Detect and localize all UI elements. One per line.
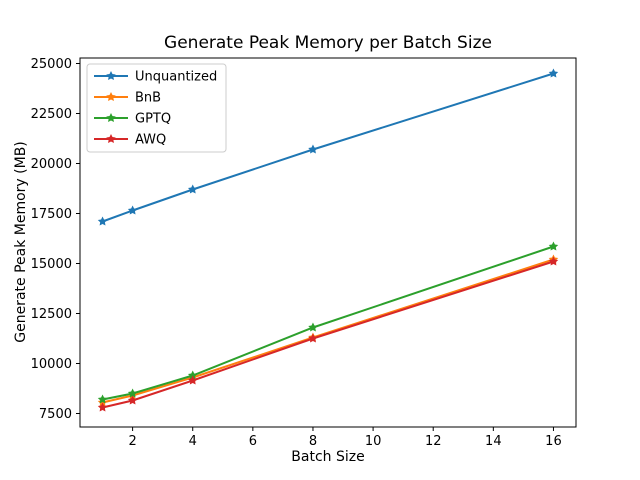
y-axis: 7500 10000 12500 15000 17500 20000 22500 25000 [31, 57, 80, 422]
data-point-marker [308, 322, 318, 332]
data-point-marker [97, 394, 108, 404]
data-point-marker [187, 375, 198, 385]
data-point-marker [97, 397, 108, 407]
legend-label: GPTQ [135, 112, 171, 127]
data-point-marker [127, 395, 138, 405]
data-point-marker [97, 402, 108, 412]
legend-box [86, 63, 227, 153]
legend-label: AWQ [135, 133, 166, 148]
data-point-marker [127, 388, 138, 398]
legend: Unquantized BnB GPTQ AWQ [86, 63, 227, 153]
y-tick-label: 7500 [39, 407, 72, 422]
x-tick-label: 16 [545, 434, 562, 449]
series-awq [97, 256, 559, 412]
y-tick-label: 20000 [31, 157, 72, 172]
x-tick-label: 14 [485, 434, 502, 449]
x-tick-label: 12 [425, 434, 442, 449]
data-point-marker [127, 205, 138, 215]
y-tick-label: 17500 [31, 207, 72, 222]
y-tick-label: 12500 [31, 307, 72, 322]
x-axis: 2 4 6 8 10 12 14 16 [128, 427, 562, 449]
series-unquantized [97, 68, 559, 226]
data-point-marker [308, 333, 318, 343]
legend-marker [106, 92, 116, 102]
x-tick-label: 2 [128, 434, 136, 449]
x-axis-label: Batch Size [291, 449, 365, 465]
data-point-marker [548, 241, 559, 251]
y-tick-label: 25000 [31, 57, 72, 72]
x-tick-label: 6 [249, 434, 257, 449]
data-point-marker [187, 184, 198, 194]
legend-marker [106, 113, 116, 123]
data-point-marker [97, 216, 108, 226]
y-tick-label: 22500 [31, 107, 72, 122]
chart-title: Generate Peak Memory per Batch Size [164, 33, 492, 53]
legend-label: Unquantized [135, 70, 217, 85]
legend-marker [106, 134, 116, 144]
y-tick-label: 15000 [31, 257, 72, 272]
y-tick-label: 10000 [31, 357, 72, 372]
legend-marker [106, 71, 116, 81]
x-tick-label: 10 [365, 434, 382, 449]
data-point-marker [548, 256, 559, 266]
data-point-marker [187, 370, 198, 380]
legend-label: BnB [135, 91, 161, 106]
x-tick-label: 8 [309, 434, 317, 449]
data-point-marker [548, 68, 559, 78]
x-tick-label: 4 [189, 434, 197, 449]
data-point-marker [308, 144, 318, 154]
